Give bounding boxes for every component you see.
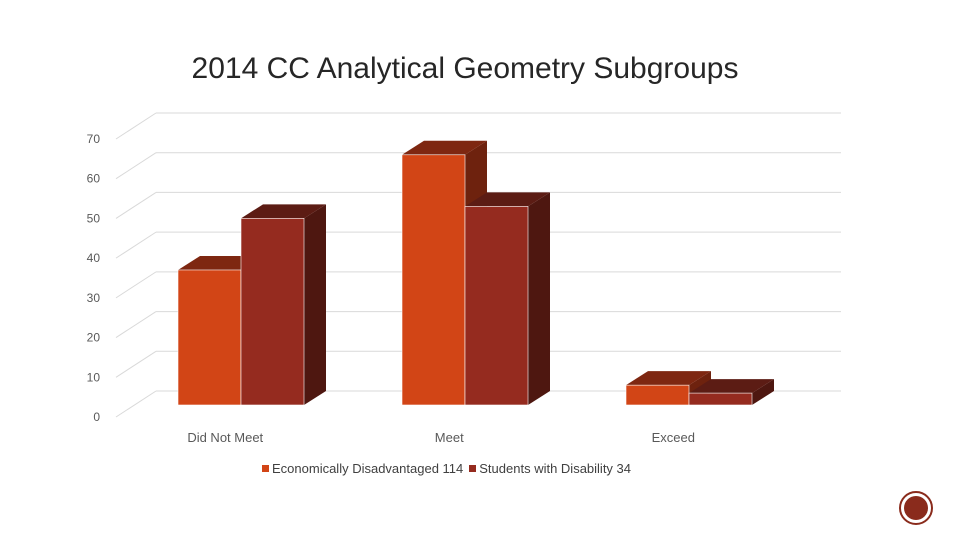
gridline-diag-y-30 [115,271,157,299]
x-tick-label-meet: Meet [435,430,464,445]
bar-top-meet-series-2 [465,192,550,207]
chart-title: 2014 CC Analytical Geometry Subgroups [191,52,739,85]
y-tick-label-y-50: 50 [87,211,101,225]
bar-side-meet-series-2 [528,192,550,405]
y-tick-label-y-0: 0 [93,410,100,424]
bar-front-meet-series-2 [464,206,529,406]
bar-front-exceed-series-2 [688,392,753,406]
legend-item-students-with-disability: Students with Disability 34 [469,461,631,476]
y-tick-label-y-20: 20 [87,331,101,345]
gridline-diag-y-50 [115,192,157,219]
legend-swatch-students-with-disability [469,465,477,472]
bar-meet-series-2 [464,192,550,406]
bars [177,140,774,406]
legend: Economically Disadvantaged 114 Students … [262,461,637,476]
gridline-diag-y-40 [115,231,157,259]
y-tick-label-y-40: 40 [87,251,101,265]
legend-label-economically-disadvantaged: Economically Disadvantaged 114 [272,461,464,476]
bar-did-not-meet-series-2 [240,204,326,406]
bar-top-exceed-series-1 [626,371,711,386]
gridline-diag-y-10 [115,350,157,378]
bar-side-did-not-meet-series-2 [304,204,326,405]
bar-top-meet-series-1 [402,140,487,155]
gridline-diag-y-20 [115,311,157,338]
x-tick-label-exceed: Exceed [652,430,695,445]
gridline-diag-y-0 [115,390,157,418]
y-tick-label-y-30: 30 [87,291,101,305]
y-tick-label-y-10: 10 [87,370,101,384]
bar-exceed-series-2 [688,379,774,406]
x-tick-label-did-not-meet: Did Not Meet [187,430,263,445]
gridline-diag-y-60 [115,152,157,180]
y-tick-label-y-70: 70 [87,132,101,146]
bar-front-did-not-meet-series-2 [240,218,305,406]
bar-front-meet-series-1 [401,154,466,406]
bar-top-exceed-series-2 [689,379,774,394]
y-axis-ticks: 0 10 20 30 40 50 60 70 [87,132,101,424]
bar-front-exceed-series-1 [625,384,690,406]
y-tick-label-y-60: 60 [87,172,101,186]
gridline-diag-y-70 [115,112,157,140]
slide-badge-inner [904,496,928,520]
x-axis-ticks: Did Not Meet Meet Exceed [187,430,695,445]
bar-front-did-not-meet-series-1 [177,269,242,406]
slide-number-badge [899,491,933,525]
legend-item-economically-disadvantaged: Economically Disadvantaged 114 [262,461,463,476]
legend-swatch-economically-disadvantaged [262,465,269,472]
legend-label-students-with-disability: Students with Disability 34 [479,461,632,476]
bar-side-exceed-series-2 [752,379,774,405]
bar-top-did-not-meet-series-2 [241,204,326,219]
